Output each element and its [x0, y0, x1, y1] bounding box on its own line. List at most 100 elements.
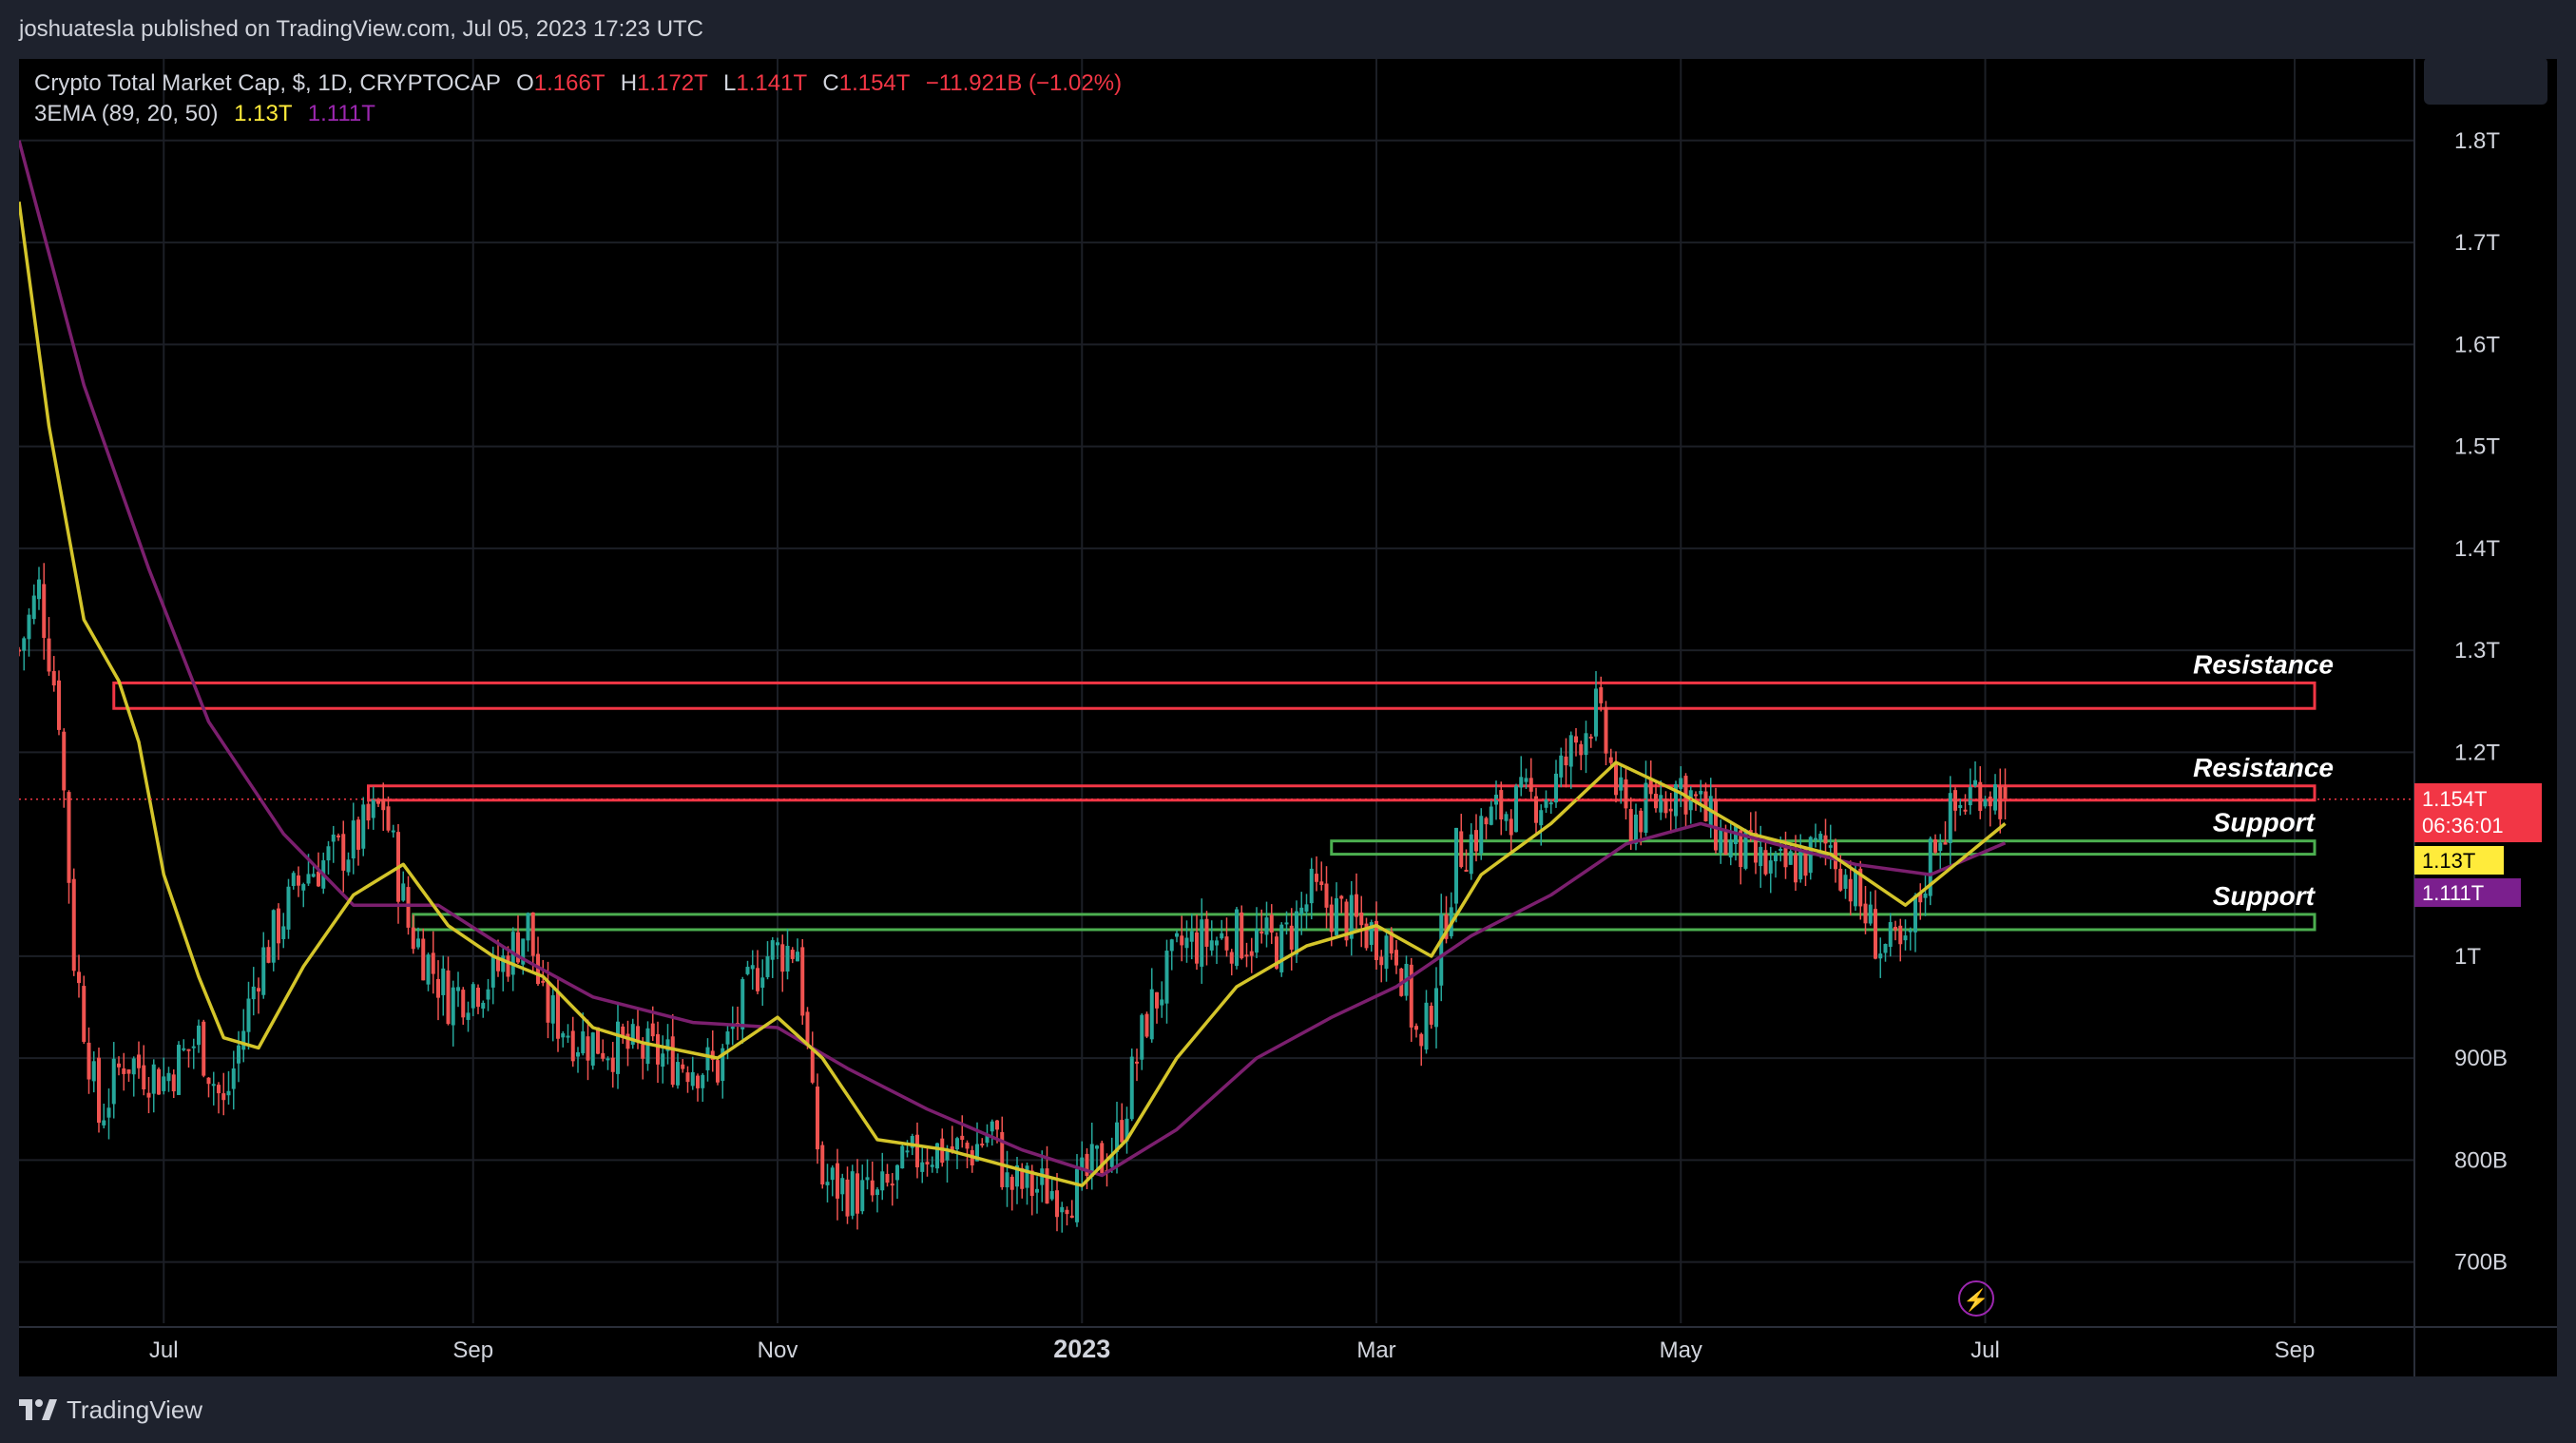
candle-body	[1874, 909, 1877, 959]
candle-body	[805, 1011, 810, 1047]
legend-close-label: C	[822, 70, 839, 96]
candle-body	[1714, 798, 1718, 851]
candle-body	[1269, 914, 1274, 933]
chart-area[interactable]: 1.8T 1.7T 1.6T 1.5T 1.4T 1.3T 1.2T 1T 900B 800B 70…	[19, 59, 2557, 1376]
candle-body	[1140, 1014, 1144, 1060]
candle-body	[317, 871, 320, 887]
candle-body	[1454, 827, 1458, 904]
candle-body	[126, 1069, 131, 1074]
candle-body	[1299, 907, 1304, 914]
candle-body	[625, 1033, 630, 1049]
candle-body	[421, 938, 426, 981]
candle-body	[496, 956, 500, 972]
candle-body	[1115, 1122, 1119, 1152]
candle-body	[661, 1053, 665, 1068]
candle-body	[1479, 816, 1484, 854]
candle-body	[785, 946, 790, 972]
candle-body	[106, 1107, 111, 1118]
candle-body	[291, 873, 296, 887]
candle-body	[1948, 793, 1952, 843]
legend-high-label: H	[620, 70, 638, 96]
candle-body	[261, 947, 266, 995]
x-tick-label: Jul	[149, 1337, 179, 1363]
candle-body	[1648, 779, 1653, 795]
candle-body	[610, 1057, 615, 1072]
candle-body	[1144, 1013, 1149, 1037]
candle-body	[331, 834, 336, 842]
candle-body	[870, 1180, 875, 1196]
candle-body	[530, 912, 535, 956]
candle-body	[171, 1074, 176, 1092]
ema-slow-line	[19, 140, 2007, 1178]
candle-body	[1674, 783, 1678, 817]
candle-body	[456, 987, 460, 991]
candle-body	[1069, 1215, 1074, 1218]
candle-body	[1958, 804, 1963, 809]
candle-body	[1528, 778, 1533, 792]
candle-body	[87, 1042, 91, 1080]
candle-body	[925, 1162, 930, 1164]
candle-body	[550, 995, 555, 1024]
y-tick-label: 1T	[2454, 944, 2481, 970]
lightning-icon[interactable]: ⚡	[1958, 1280, 1994, 1317]
candle-body	[162, 1076, 166, 1091]
candle-body	[636, 1026, 640, 1042]
candle-body	[1748, 830, 1753, 834]
candle-body	[27, 614, 31, 640]
candle-body	[206, 1077, 211, 1085]
legend-high-value: 1.172T	[637, 70, 708, 96]
candle-body	[1534, 796, 1538, 823]
candle-body	[566, 1035, 570, 1038]
grid	[19, 59, 2414, 1323]
candle-body	[1504, 814, 1509, 821]
candle-body	[696, 1075, 700, 1088]
candle-body	[650, 1023, 655, 1037]
x-tick-label: 2023	[1053, 1335, 1110, 1363]
candle-body	[1229, 952, 1234, 964]
resistance-zone	[367, 784, 2316, 802]
y-tick-label: 1.8T	[2454, 128, 2500, 154]
candle-body	[1768, 860, 1773, 874]
candle-body	[1025, 1165, 1029, 1188]
candle-body	[466, 1012, 471, 1020]
y-tick-label: 1.4T	[2454, 536, 2500, 562]
candle-body	[1444, 914, 1449, 939]
candle-body	[122, 1068, 126, 1074]
candle-body	[656, 1033, 660, 1065]
x-tick-label: May	[1660, 1337, 1702, 1363]
candle-body	[521, 938, 526, 965]
candle-body	[556, 991, 560, 1039]
candle-body	[51, 670, 56, 686]
candle-body	[780, 944, 785, 972]
candle-body	[19, 649, 21, 652]
candle-body	[645, 1028, 650, 1065]
candle-body	[1938, 842, 1943, 852]
candle-body	[1838, 868, 1843, 891]
candle-body	[1049, 1191, 1054, 1200]
candle-body	[1045, 1168, 1049, 1204]
candle-body	[1429, 1006, 1433, 1025]
candle-body	[810, 1049, 815, 1083]
candle-body	[446, 970, 451, 1025]
legend-close-value: 1.154T	[838, 70, 911, 96]
candle-body	[1184, 937, 1189, 949]
candle-body	[1384, 935, 1389, 970]
candle-body	[616, 1021, 620, 1074]
candle-body	[1778, 848, 1783, 851]
candle-body	[1180, 935, 1184, 946]
candle-body	[481, 1002, 486, 1009]
candle-body	[1000, 1131, 1005, 1187]
candle-body	[1619, 777, 1624, 791]
candle-body	[920, 1162, 925, 1172]
legend-ema-fast-value: 1.13T	[234, 101, 293, 126]
candle-body	[237, 1045, 240, 1064]
candle-body	[590, 1032, 595, 1066]
price-chart[interactable]: 1.8T 1.7T 1.6T 1.5T 1.4T 1.3T 1.2T 1T 900B 800B 70…	[19, 59, 2557, 1376]
candle-body	[1803, 848, 1808, 876]
chart-settings-button[interactable]	[2424, 57, 2547, 105]
candle-body	[1973, 779, 1977, 786]
tradingview-logo-icon	[19, 1399, 57, 1420]
candle-body	[1259, 932, 1264, 934]
candle-body	[286, 886, 291, 930]
candle-body	[1559, 755, 1564, 778]
